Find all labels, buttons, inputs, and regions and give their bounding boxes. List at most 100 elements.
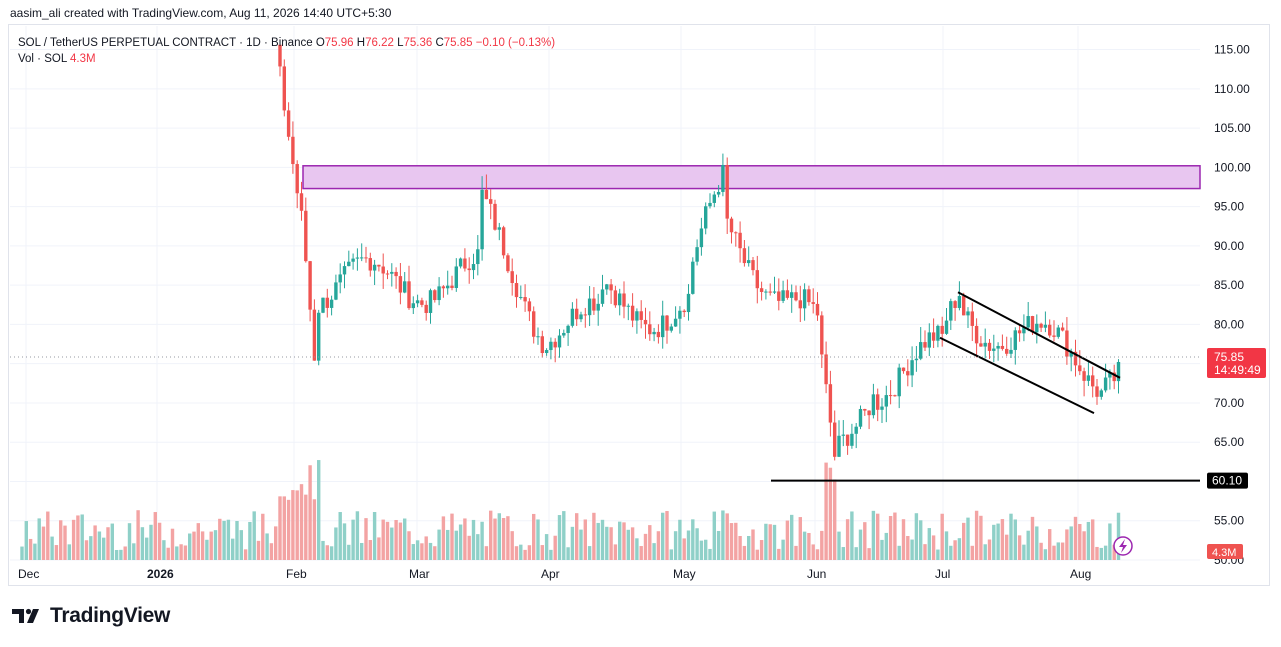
candle-body [527, 301, 532, 312]
volume-bar [802, 531, 807, 560]
volume-bar [863, 522, 867, 560]
candle-body [510, 271, 514, 284]
volume-bar [901, 519, 906, 560]
volume-bar [514, 546, 519, 560]
candle-body [446, 285, 450, 289]
x-tick-label: 2026 [147, 567, 174, 581]
candle-body [587, 298, 592, 316]
volume-bar [351, 519, 355, 560]
volume-bar [489, 510, 493, 560]
tradingview-logo[interactable]: TradingView [12, 604, 170, 628]
volume-bar [562, 511, 566, 560]
candle-body [325, 297, 329, 308]
volume-bar [807, 532, 811, 560]
candle-body [1056, 327, 1060, 337]
volume-bar [484, 546, 489, 560]
candle-body [506, 255, 510, 272]
volume-bar [751, 529, 755, 560]
volume-label[interactable]: Vol · SOL [18, 53, 67, 65]
candle-body [295, 164, 299, 194]
candle-body [304, 210, 308, 262]
candle-body [1017, 330, 1022, 334]
volume-bar [781, 539, 785, 560]
candle-body [1095, 386, 1099, 397]
volume-bar [239, 530, 243, 560]
candle-body [317, 312, 321, 361]
volume-bar [609, 527, 613, 560]
candle-body [523, 297, 527, 302]
candle-body [1022, 327, 1026, 334]
volume-bar [20, 546, 24, 560]
symbol-label[interactable]: SOL / TetherUS PERPETUAL CONTRACT · 1D ·… [18, 37, 313, 49]
volume-bar [643, 533, 648, 560]
candle-body [983, 342, 987, 347]
ohlc-legend-row: SOL / TetherUS PERPETUAL CONTRACT · 1D ·… [18, 35, 555, 51]
candle-body [553, 341, 557, 348]
candle-body [1030, 316, 1035, 333]
candle-body [682, 310, 686, 313]
volume-bar [699, 540, 704, 560]
candle-body [415, 300, 420, 304]
volume-bar [256, 540, 261, 560]
candle-body [833, 422, 837, 457]
candle-body [549, 341, 553, 351]
candle-body [759, 288, 764, 292]
candle-body [476, 249, 480, 265]
x-tick-label: Jun [807, 567, 826, 581]
candle-body [1073, 351, 1078, 366]
volume-bar [527, 545, 532, 560]
volume-bar [437, 529, 441, 560]
volume-bar [974, 510, 979, 560]
volume-bar [226, 519, 231, 560]
volume-bar [884, 532, 888, 560]
volume-bar [334, 527, 338, 560]
candle-body [1039, 323, 1043, 328]
volume-bar [592, 512, 596, 560]
x-tick-label: Jul [935, 567, 950, 581]
y-tick-label: 85.00 [1214, 278, 1244, 292]
candle-body [566, 325, 570, 333]
volume-bar [394, 519, 398, 560]
volume-bar [243, 549, 248, 560]
volume-bar [329, 546, 334, 560]
volume-bar [1043, 549, 1048, 560]
volume-bar [867, 548, 871, 560]
candle-body [777, 291, 781, 301]
candle-body [828, 384, 833, 423]
y-tick-label: 115.00 [1214, 43, 1250, 57]
brand-name: TradingView [50, 604, 171, 627]
channel-lower-line [939, 336, 1095, 415]
volume-bar [428, 542, 433, 560]
volume-bar [433, 546, 437, 560]
candle-body [931, 332, 936, 341]
channel-upper-line [957, 291, 1121, 379]
volume-bar [897, 545, 901, 560]
candle-body [1099, 390, 1103, 397]
candle-body [420, 300, 424, 305]
volume-bar [682, 538, 686, 560]
volume-bar [630, 527, 635, 560]
candle-body [970, 311, 974, 326]
candle-body [1013, 330, 1017, 350]
volume-bar [979, 515, 983, 560]
volume-bar [888, 516, 893, 560]
volume-bar [46, 511, 50, 560]
volume-bar [949, 545, 953, 560]
tradingview-logo-icon [12, 608, 39, 623]
volume-bar [213, 530, 218, 560]
candle-body [1065, 330, 1069, 357]
candle-body [656, 331, 661, 338]
volume-bar [368, 540, 372, 560]
candle-body [974, 325, 979, 344]
volume-bar [618, 521, 622, 560]
volume-bar [59, 520, 63, 560]
candle-body [536, 336, 540, 338]
candle-body [484, 189, 489, 200]
volume-bar [501, 518, 506, 560]
candle-body [1078, 365, 1082, 372]
volume-bar [962, 522, 966, 560]
volume-bar [377, 537, 381, 560]
volume-bar [179, 544, 183, 560]
volume-bar [919, 520, 923, 560]
